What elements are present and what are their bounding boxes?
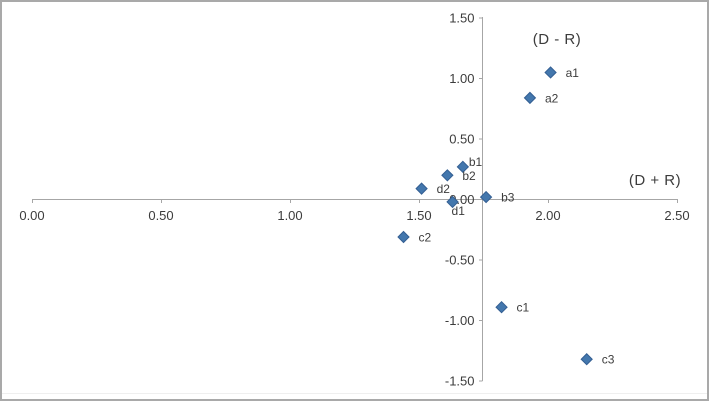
x-tick-label: 0.00 [19, 208, 44, 223]
data-point-label-c3: c3 [602, 353, 615, 367]
y-tick-label: 1.00 [449, 71, 474, 86]
data-point-d2[interactable] [415, 182, 428, 195]
data-point-label-b2: b2 [462, 169, 476, 183]
chart-bottom-divider [2, 393, 707, 394]
x-axis-title: (D + R) [628, 172, 682, 189]
x-tick-label: 2.50 [664, 208, 689, 223]
data-point-label-b1: b1 [469, 155, 483, 169]
data-point-c1[interactable] [495, 300, 508, 314]
y-tick-label: -1.50 [445, 374, 475, 389]
x-tick-label: 1.00 [277, 208, 302, 223]
y-tick-label: -0.50 [445, 253, 475, 268]
data-point-b1[interactable] [456, 160, 470, 174]
data-point-a2[interactable] [523, 91, 537, 105]
data-point-label-b3: b3 [501, 191, 515, 205]
y-tick-label: -1.00 [445, 313, 475, 328]
data-point-label-d1: d1 [452, 204, 466, 218]
y-axis-title: (D - R) [532, 31, 582, 48]
x-tick-label: 1.50 [406, 208, 431, 223]
data-point-c2[interactable] [397, 230, 410, 244]
data-point-a1[interactable] [544, 66, 557, 79]
y-tick-label: 0.50 [449, 132, 474, 147]
x-tick-label: 0.50 [148, 208, 173, 223]
data-point-label-d2: d2 [437, 182, 451, 196]
data-point-label-c2: c2 [419, 231, 432, 245]
data-point-d1[interactable] [446, 195, 459, 209]
data-point-b2[interactable] [441, 169, 454, 182]
data-point-label-a2: a2 [545, 91, 559, 105]
data-point-label-c1: c1 [517, 301, 530, 315]
data-point-b3[interactable] [479, 190, 493, 204]
data-point-label-a1: a1 [566, 66, 580, 80]
x-tick-label: 2.00 [535, 208, 560, 223]
y-tick-label: 1.50 [449, 11, 474, 26]
data-point-c3[interactable] [580, 353, 593, 366]
